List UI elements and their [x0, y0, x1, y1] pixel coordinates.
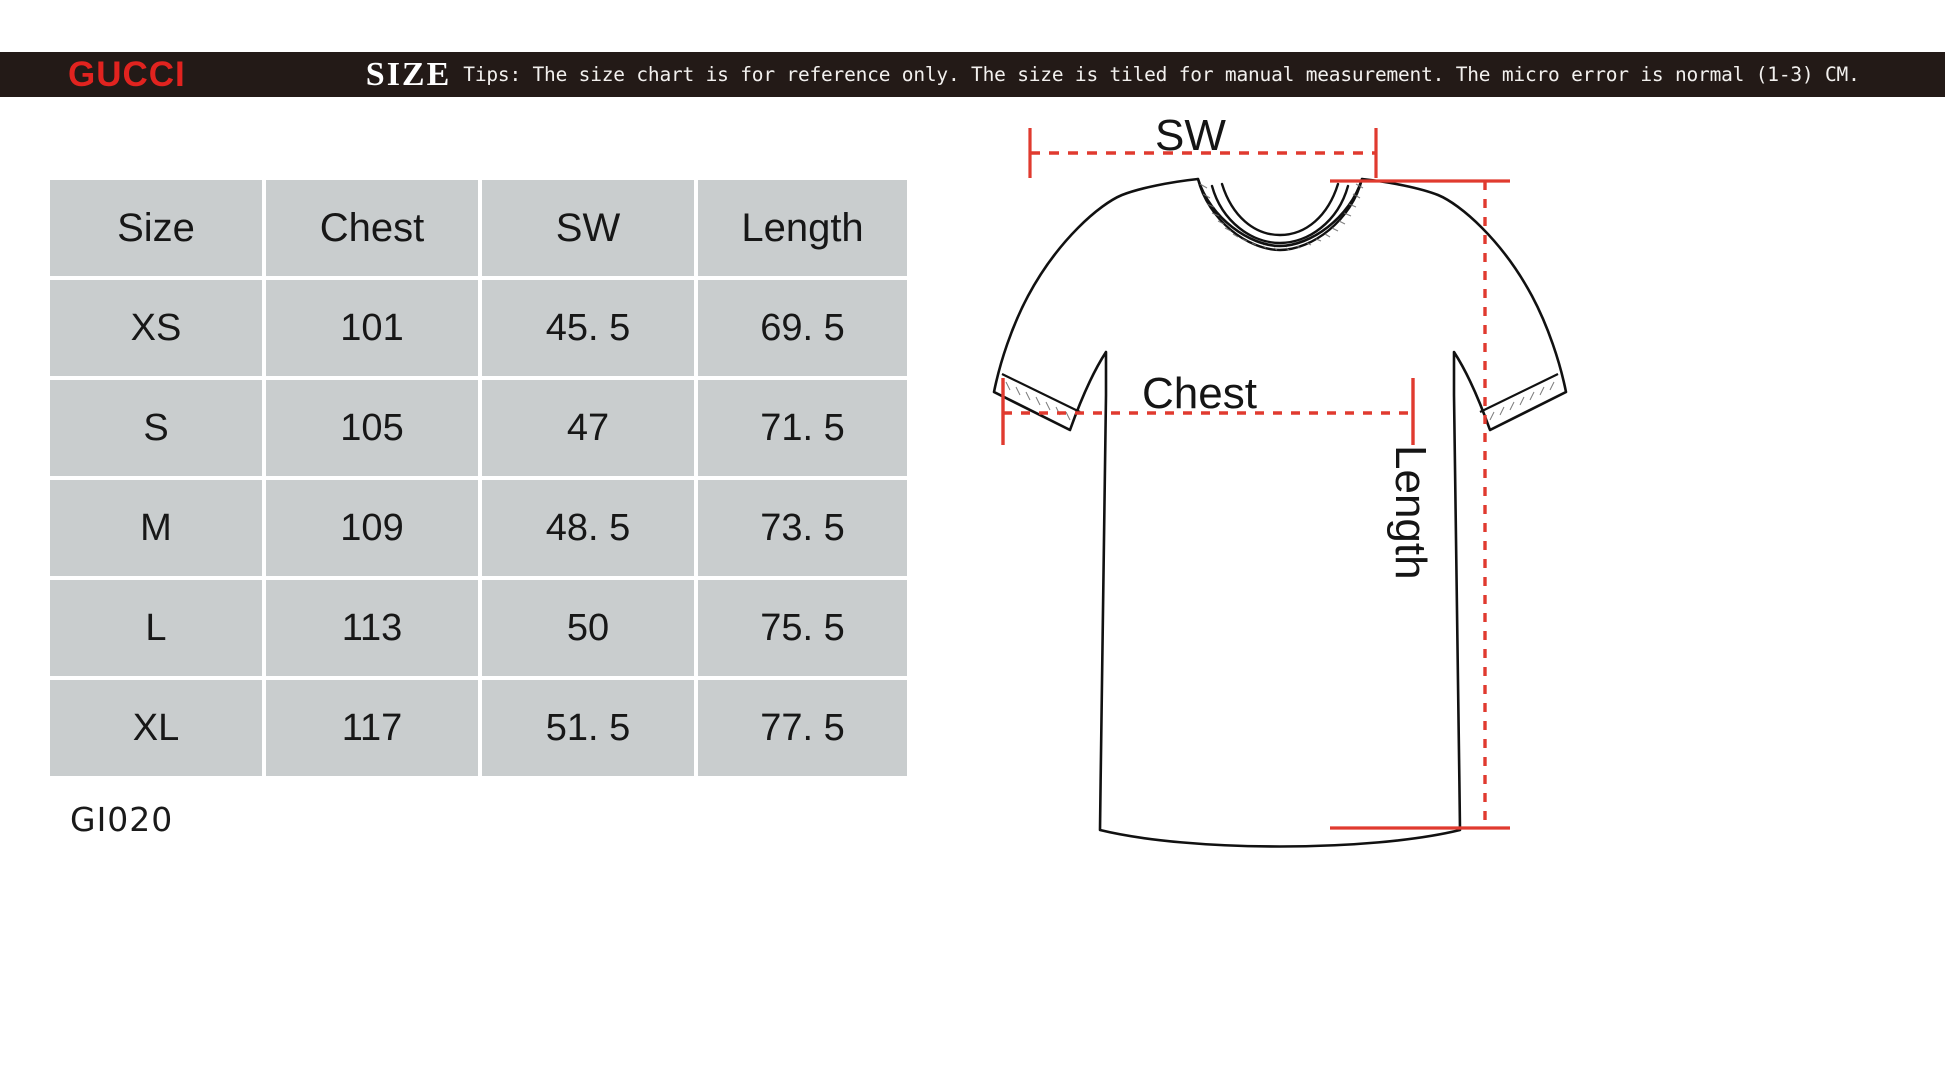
cell-sw: 51. 5: [482, 680, 694, 776]
table-row: S 105 47 71. 5: [50, 380, 907, 476]
cell-length: 69. 5: [698, 280, 907, 376]
cell-sw: 47: [482, 380, 694, 476]
tshirt-outline-icon: [992, 177, 1568, 848]
table-header-row: Size Chest SW Length: [50, 180, 907, 276]
table-row: XS 101 45. 5 69. 5: [50, 280, 907, 376]
cell-size: L: [50, 580, 262, 676]
cell-size: XL: [50, 680, 262, 776]
cell-size: M: [50, 480, 262, 576]
header-banner: GUCCI SIZE Tips: The size chart is for r…: [0, 52, 1945, 97]
sw-measure-line: [1028, 128, 1378, 178]
table-row: M 109 48. 5 73. 5: [50, 480, 907, 576]
size-chart-table: Size Chest SW Length XS 101 45. 5 69. 5 …: [46, 176, 911, 780]
sw-label: SW: [1155, 111, 1226, 160]
chest-measure-line: [1001, 378, 1415, 445]
table-row: L 113 50 75. 5: [50, 580, 907, 676]
column-header-chest: Chest: [266, 180, 478, 276]
cell-size: S: [50, 380, 262, 476]
cell-sw: 45. 5: [482, 280, 694, 376]
cell-length: 73. 5: [698, 480, 907, 576]
table-row: XL 117 51. 5 77. 5: [50, 680, 907, 776]
length-label: Length: [1386, 445, 1435, 580]
product-code: GI020: [70, 800, 174, 839]
column-header-length: Length: [698, 180, 907, 276]
left-sleeve-stitch: [1005, 381, 1071, 421]
cell-sw: 48. 5: [482, 480, 694, 576]
column-header-size: Size: [50, 180, 262, 276]
cell-chest: 113: [266, 580, 478, 676]
cell-length: 71. 5: [698, 380, 907, 476]
brand-logo: GUCCI: [68, 55, 186, 94]
length-measure-line: [1330, 179, 1510, 830]
size-heading: SIZE: [365, 55, 452, 93]
collar-stitch-detail: [1199, 183, 1364, 251]
collar-icon: [1196, 177, 1364, 252]
cell-size: XS: [50, 280, 262, 376]
cell-length: 77. 5: [698, 680, 907, 776]
cell-length: 75. 5: [698, 580, 907, 676]
right-sleeve-hem: [1479, 373, 1567, 431]
cell-chest: 105: [266, 380, 478, 476]
cell-chest: 117: [266, 680, 478, 776]
chest-label: Chest: [1142, 369, 1257, 418]
cell-sw: 50: [482, 580, 694, 676]
cell-chest: 101: [266, 280, 478, 376]
left-sleeve-hem: [993, 373, 1081, 431]
right-sleeve-stitch: [1489, 381, 1555, 421]
column-header-sw: SW: [482, 180, 694, 276]
tshirt-svg: [992, 128, 1568, 848]
tshirt-diagram: SW Chest Length: [950, 100, 1945, 900]
cell-chest: 109: [266, 480, 478, 576]
size-tips-text: Tips: The size chart is for reference on…: [463, 62, 1860, 86]
